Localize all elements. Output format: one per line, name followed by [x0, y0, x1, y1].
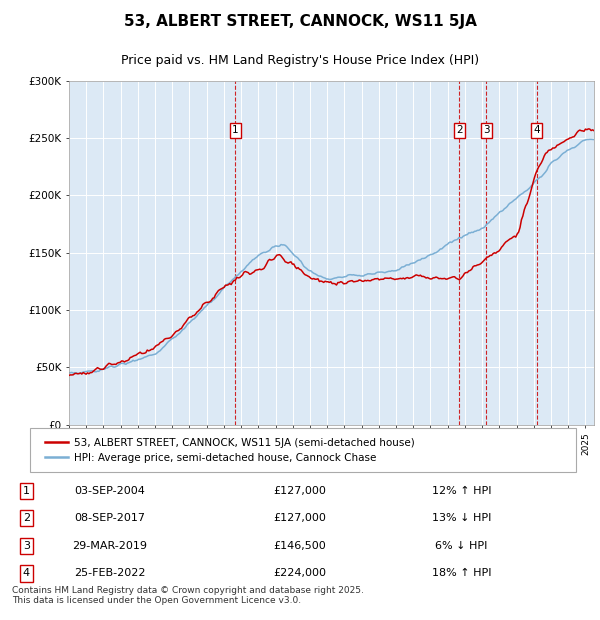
Text: 13% ↓ HPI: 13% ↓ HPI	[431, 513, 491, 523]
Text: 1: 1	[232, 125, 239, 136]
Text: £127,000: £127,000	[274, 513, 326, 523]
Text: £146,500: £146,500	[274, 541, 326, 551]
Text: Contains HM Land Registry data © Crown copyright and database right 2025.
This d: Contains HM Land Registry data © Crown c…	[12, 586, 364, 605]
Text: 6% ↓ HPI: 6% ↓ HPI	[435, 541, 487, 551]
Legend: 53, ALBERT STREET, CANNOCK, WS11 5JA (semi-detached house), HPI: Average price, : 53, ALBERT STREET, CANNOCK, WS11 5JA (se…	[41, 433, 419, 467]
Text: 4: 4	[23, 569, 30, 578]
Text: 3: 3	[23, 541, 30, 551]
Text: 18% ↑ HPI: 18% ↑ HPI	[431, 569, 491, 578]
Text: £127,000: £127,000	[274, 485, 326, 496]
Text: 08-SEP-2017: 08-SEP-2017	[74, 513, 145, 523]
Text: 03-SEP-2004: 03-SEP-2004	[74, 485, 145, 496]
FancyBboxPatch shape	[30, 428, 576, 472]
Text: 3: 3	[483, 125, 490, 136]
Text: 1: 1	[23, 485, 30, 496]
Text: 12% ↑ HPI: 12% ↑ HPI	[431, 485, 491, 496]
Text: £224,000: £224,000	[274, 569, 326, 578]
Text: 53, ALBERT STREET, CANNOCK, WS11 5JA: 53, ALBERT STREET, CANNOCK, WS11 5JA	[124, 14, 476, 29]
Text: 29-MAR-2019: 29-MAR-2019	[73, 541, 148, 551]
Text: 2: 2	[23, 513, 30, 523]
Text: 25-FEB-2022: 25-FEB-2022	[74, 569, 146, 578]
Text: Price paid vs. HM Land Registry's House Price Index (HPI): Price paid vs. HM Land Registry's House …	[121, 54, 479, 67]
Text: 4: 4	[533, 125, 540, 136]
Text: 2: 2	[456, 125, 463, 136]
